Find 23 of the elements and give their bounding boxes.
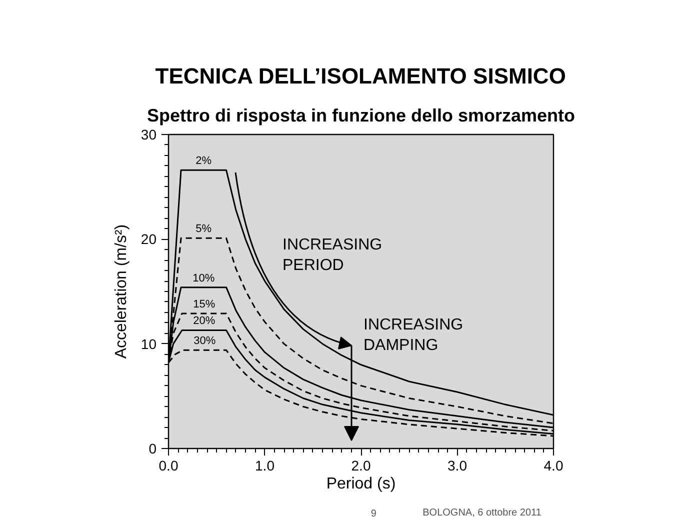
chart-subtitle: Spettro di risposta in funzione dello smorzamento: [146, 106, 576, 126]
y-tick-label: 10: [140, 336, 157, 352]
x-tick-label: 1.0: [255, 458, 275, 474]
annotation: INCREASING PERIOD: [282, 236, 382, 274]
annotation: INCREASING DAMPING: [364, 316, 464, 354]
x-tick-label: 3.0: [448, 458, 468, 474]
x-tick-label: 4.0: [544, 458, 564, 474]
series-label: 15%: [193, 298, 216, 310]
chart-title: TECNICA DELL’ISOLAMENTO SISMICO: [155, 64, 566, 88]
y-tick-label: 20: [140, 231, 157, 248]
series-label: 2%: [196, 155, 212, 168]
x-axis-title: Period (s): [326, 476, 396, 492]
x-tick-label: 2.0: [351, 458, 371, 474]
y-tick-label: 0: [148, 440, 157, 456]
text: BOLOGNA, 6 ottobre 2011: [422, 508, 542, 518]
series-label: 10%: [192, 272, 215, 284]
y-tick-label: 30: [140, 126, 157, 142]
series-label: 30%: [194, 335, 216, 348]
series-label: 20%: [193, 315, 216, 328]
text: 9: [370, 508, 377, 520]
series-label: 5%: [196, 223, 212, 236]
x-tick-label: 0.0: [158, 458, 178, 474]
y-axis-title: Acceleration (m/s²): [112, 224, 130, 359]
